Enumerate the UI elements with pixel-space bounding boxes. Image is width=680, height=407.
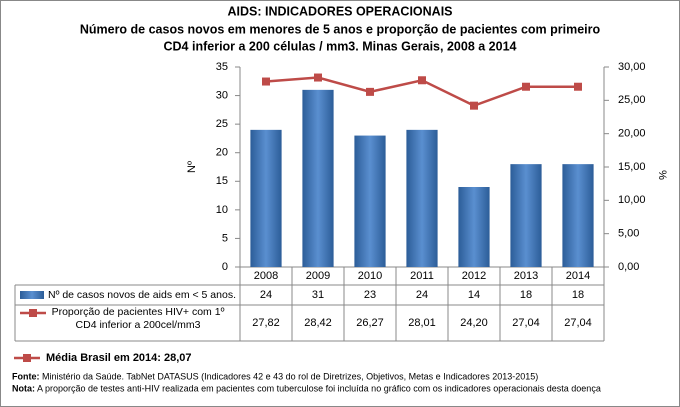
chart-subtitle: CD4 inferior a 200 células / mm3. Minas … (164, 39, 517, 53)
table-value: 18 (520, 289, 532, 301)
y-tick-label: 35 (216, 61, 228, 73)
y-tick-label: 5 (222, 232, 228, 244)
marker (470, 101, 478, 110)
y-tick-label: 25 (216, 118, 228, 130)
marker (366, 87, 374, 96)
annotation: Média Brasil em 2014: 28,07 (46, 352, 192, 364)
chart-title: AIDS: INDICADORES OPERACIONAIS (227, 4, 452, 18)
chart-subtitle: Número de casos novos em menores de 5 an… (80, 22, 601, 36)
y-axis-label: Nº (186, 161, 198, 173)
y-tick-label: 0 (222, 261, 228, 273)
y-tick-label: 15 (216, 175, 228, 187)
x-tick-label: 2010 (358, 270, 382, 282)
source: Ministério da Saúde. TabNet DATASUS (Ind… (42, 371, 538, 381)
legend-marker (23, 354, 31, 362)
table-value: 14 (468, 289, 480, 301)
table-value: 27,04 (512, 317, 540, 329)
table-value: 23 (364, 289, 376, 301)
legend-label: Nº de casos novos de aids em < 5 anos. (48, 289, 236, 301)
x-tick-label: 2011 (410, 270, 434, 282)
x-tick-label: 2008 (254, 270, 278, 282)
table-value: 18 (572, 289, 584, 301)
y2-tick-label: 10,00 (618, 194, 646, 206)
table-value: 27,04 (564, 317, 592, 329)
y2-tick-label: 0,00 (618, 261, 639, 273)
bar (510, 164, 542, 267)
bar (406, 129, 438, 267)
marker (522, 82, 530, 91)
legend-label: Proporção de pacientes HIV+ com 1º CD4 i… (51, 306, 225, 331)
x-tick-label: 2009 (306, 270, 330, 282)
x-tick-label: 2014 (566, 270, 590, 282)
y2-tick-label: 25,00 (618, 94, 646, 106)
legend-label-box: Proporção de pacientes HIV+ com 1º CD4 i… (51, 306, 225, 331)
y-tick-label: 30 (216, 89, 228, 101)
y-tick-label: 10 (216, 204, 228, 216)
y2-tick-label: 30,00 (618, 61, 646, 73)
bar (250, 129, 282, 267)
y2-tick-label: 5,00 (618, 228, 639, 240)
table-value: 26,27 (356, 317, 384, 329)
note: A proporção de testes anti-HIV realizada… (37, 383, 601, 393)
marker (262, 77, 270, 86)
bar (354, 135, 386, 267)
table-value: 24 (260, 289, 272, 301)
bar (562, 164, 594, 267)
y2-tick-label: 15,00 (618, 161, 646, 173)
table-value: 28,42 (304, 317, 332, 329)
table-value: 31 (312, 289, 324, 301)
bar (302, 89, 334, 267)
table-value: 27,82 (252, 317, 280, 329)
marker (314, 73, 322, 82)
marker (574, 82, 582, 91)
bar (458, 187, 490, 267)
y-tick-label: 20 (216, 147, 228, 159)
legend-swatch (20, 291, 44, 299)
source-label: Fonte: (12, 371, 40, 381)
y2-axis-label: % (656, 170, 668, 180)
note-label: Nota: (12, 383, 35, 393)
marker (418, 76, 426, 85)
table-value: 24,20 (460, 317, 488, 329)
y2-tick-label: 20,00 (618, 128, 646, 140)
table-value: 24 (416, 289, 428, 301)
legend-marker (29, 309, 37, 317)
x-tick-label: 2012 (462, 270, 486, 282)
x-tick-label: 2013 (514, 270, 538, 282)
table-value: 28,01 (408, 317, 436, 329)
